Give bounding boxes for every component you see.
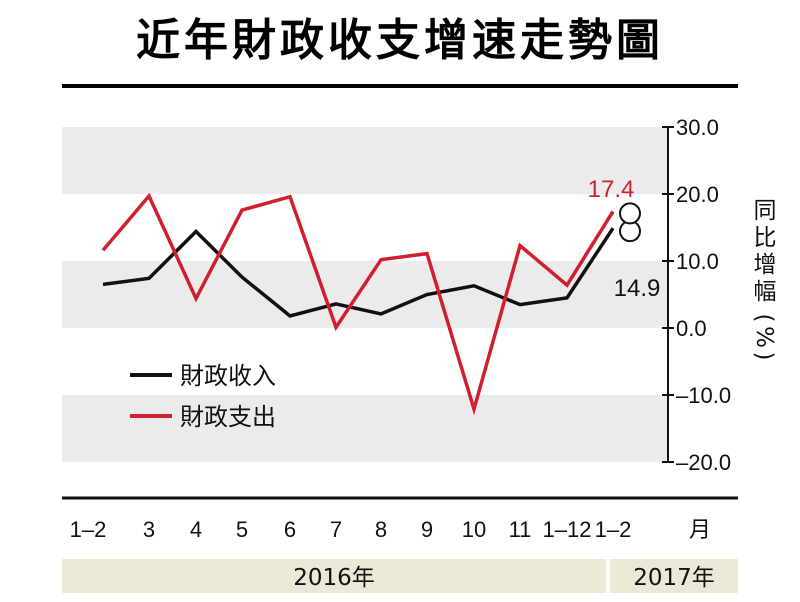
year-band — [610, 559, 738, 593]
grid-band — [62, 261, 668, 328]
value-label-revenue: 14.9 — [614, 275, 661, 302]
x-tick-label: 5 — [236, 517, 248, 542]
grid-band — [62, 127, 668, 194]
y-axis-label-char: 比 — [754, 225, 777, 251]
y-tick-label: 0.0 — [676, 316, 707, 341]
x-tick-label: 6 — [284, 517, 296, 542]
legend-label: 財政支出 — [180, 403, 276, 431]
y-axis-label-char: ( — [751, 314, 777, 323]
y-tick-label: 20.0 — [676, 182, 719, 207]
y-axis-label-char: 增 — [754, 252, 777, 278]
x-tick-label: 9 — [421, 517, 433, 542]
y-axis-label-char: 幅 — [754, 279, 777, 305]
year-label: 2017年 — [633, 565, 715, 591]
x-tick-label: 1–12 — [543, 517, 592, 542]
y-axis-label-char: 同 — [754, 198, 777, 224]
x-tick-label: 1–2 — [70, 517, 107, 542]
x-tick-label: 8 — [375, 517, 387, 542]
x-tick-label: 3 — [143, 517, 155, 542]
chart-title: 近年財政收支增速走勢圖 — [136, 15, 664, 66]
y-axis-label-char: % — [751, 326, 777, 348]
x-tick-label: 4 — [190, 517, 202, 542]
y-tick-label: 10.0 — [676, 249, 719, 274]
x-tick-label: 1–2 — [595, 517, 632, 542]
year-label: 2016年 — [293, 565, 375, 591]
legend-label: 財政收入 — [180, 362, 276, 390]
y-tick-label: –10.0 — [676, 383, 731, 408]
value-label-expenditure: 17.4 — [588, 176, 635, 203]
end-marker-expenditure — [619, 202, 641, 225]
y-axis-label-char: ) — [751, 352, 777, 361]
x-unit-label: 月 — [689, 517, 711, 542]
year-band — [62, 559, 606, 593]
series-line-expenditure — [101, 192, 615, 416]
x-tick-label: 7 — [330, 517, 342, 542]
grid-band — [62, 395, 668, 462]
y-tick-label: –20.0 — [676, 450, 731, 475]
series-line-revenue — [102, 227, 615, 318]
title-underline — [62, 84, 738, 88]
x-tick-label: 11 — [509, 517, 532, 542]
x-tick-label: 10 — [462, 517, 486, 542]
y-tick-label: 30.0 — [676, 115, 719, 140]
